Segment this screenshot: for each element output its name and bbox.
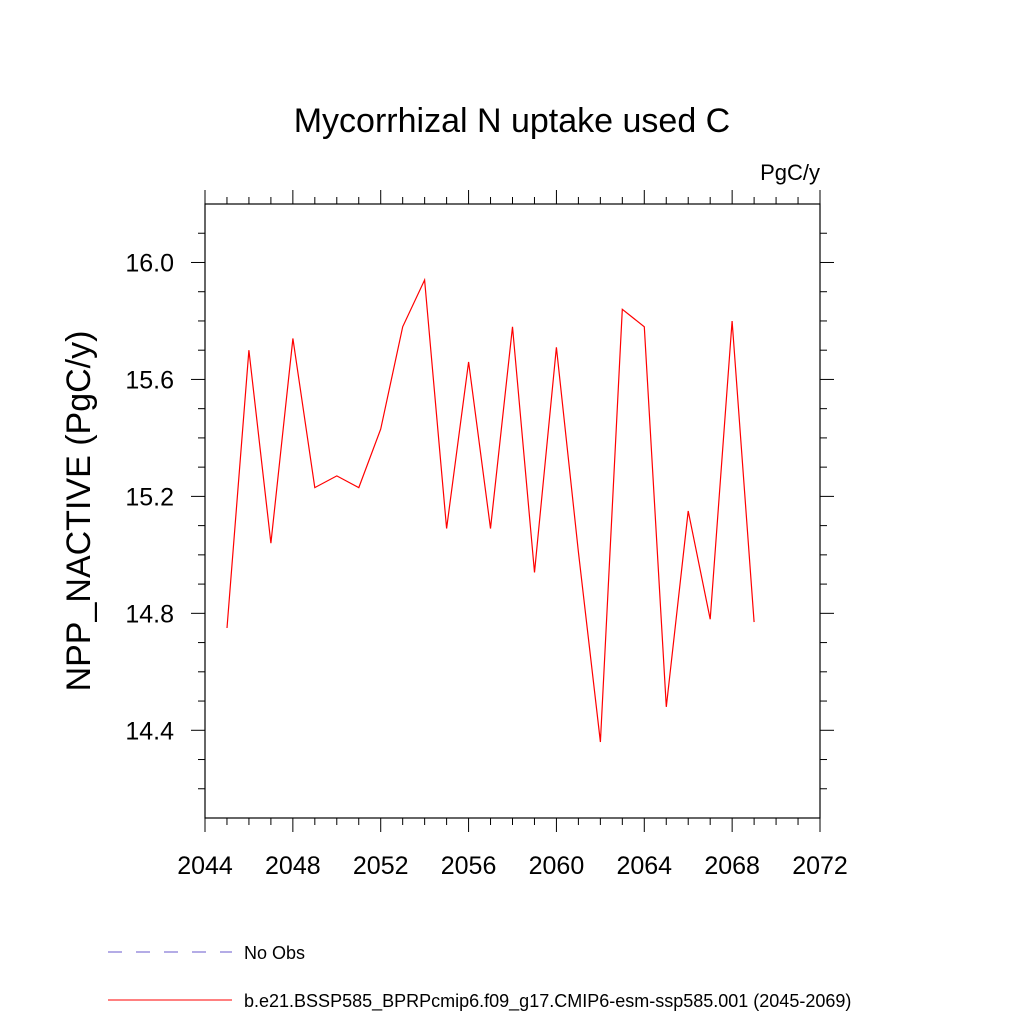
plot-frame <box>204 203 821 819</box>
y-tick-label: 15.2 <box>125 483 174 511</box>
x-tick-label: 2056 <box>441 852 497 880</box>
axis-ticks <box>191 190 834 832</box>
y-tick-label: 14.8 <box>125 600 174 628</box>
x-tick-labels: 2044 2048 2052 2056 2060 2064 2068 2072 <box>177 852 848 880</box>
y-tick-labels: 14.4 14.8 15.2 15.6 16.0 <box>125 249 174 745</box>
legend-label: b.e21.BSSP585_BPRPcmip6.f09_g17.CMIP6-es… <box>244 991 851 1012</box>
y-tick-label: 15.6 <box>125 366 174 394</box>
x-tick-label: 2048 <box>265 852 321 880</box>
series-layer <box>226 277 755 743</box>
y-axis-label: NPP_NACTIVE (PgC/y) <box>60 331 98 692</box>
x-tick-label: 2072 <box>792 852 848 880</box>
x-tick-label: 2060 <box>529 852 585 880</box>
y-tick-label: 16.0 <box>125 249 174 277</box>
chart-title: Mycorrhizal N uptake used C <box>294 102 731 140</box>
legend-label: No Obs <box>244 943 305 963</box>
x-tick-label: 2064 <box>616 852 672 880</box>
series-line <box>226 277 755 743</box>
x-tick-label: 2052 <box>353 852 409 880</box>
x-tick-label: 2044 <box>177 852 233 880</box>
units-label: PgC/y <box>760 160 820 185</box>
x-tick-label: 2068 <box>704 852 760 880</box>
legend: No Obs b.e21.BSSP585_BPRPcmip6.f09_g17.CM… <box>108 943 851 1012</box>
y-tick-label: 14.4 <box>125 717 174 745</box>
